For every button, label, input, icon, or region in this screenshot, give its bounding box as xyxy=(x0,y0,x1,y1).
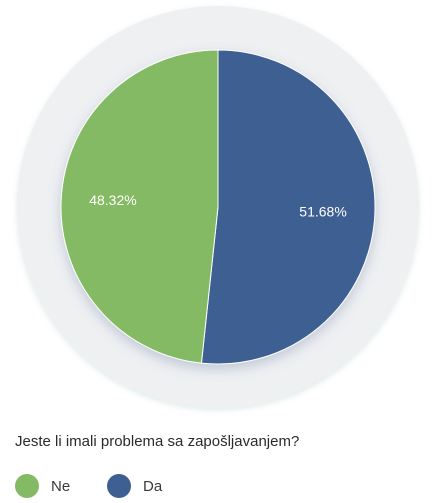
slice-label-da: 51.68% xyxy=(299,203,346,219)
pie-slice-ne[interactable] xyxy=(60,49,219,364)
legend-swatch-ne xyxy=(15,474,39,498)
legend-label-da: Da xyxy=(143,477,163,495)
legend-swatch-da xyxy=(107,474,131,498)
slice-label-ne: 48.32% xyxy=(89,192,136,208)
chart-title: Jeste li imali problema sa zapošljavanje… xyxy=(15,433,300,450)
legend-item-ne[interactable]: Ne xyxy=(15,474,85,498)
legend: Ne Da xyxy=(15,473,199,499)
pie-slice-da[interactable] xyxy=(200,49,376,365)
legend-label-ne: Ne xyxy=(51,477,71,495)
pie-chart: 51.68% 48.32% xyxy=(17,6,419,408)
legend-item-da[interactable]: Da xyxy=(107,474,177,498)
